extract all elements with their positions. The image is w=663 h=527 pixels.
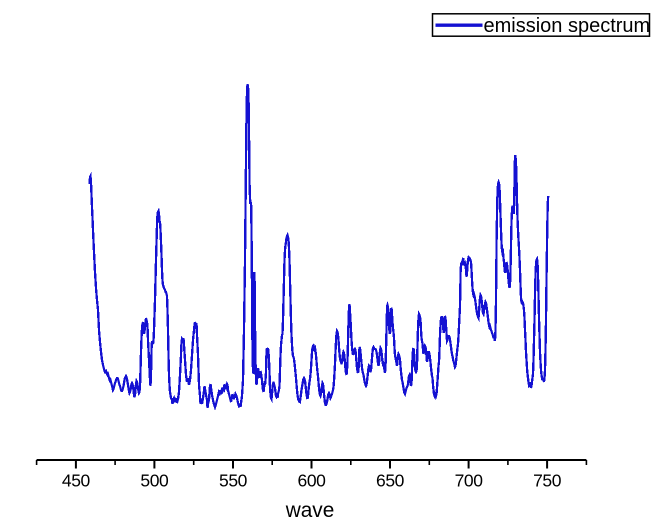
svg-text:750: 750 [533,471,562,491]
svg-text:emission spectrum: emission spectrum [484,15,651,37]
svg-text:600: 600 [298,471,327,491]
svg-text:wave: wave [285,499,335,522]
svg-text:700: 700 [455,471,484,491]
svg-text:450: 450 [62,471,91,491]
svg-text:650: 650 [376,471,405,491]
svg-text:550: 550 [219,471,248,491]
svg-text:500: 500 [140,471,169,491]
